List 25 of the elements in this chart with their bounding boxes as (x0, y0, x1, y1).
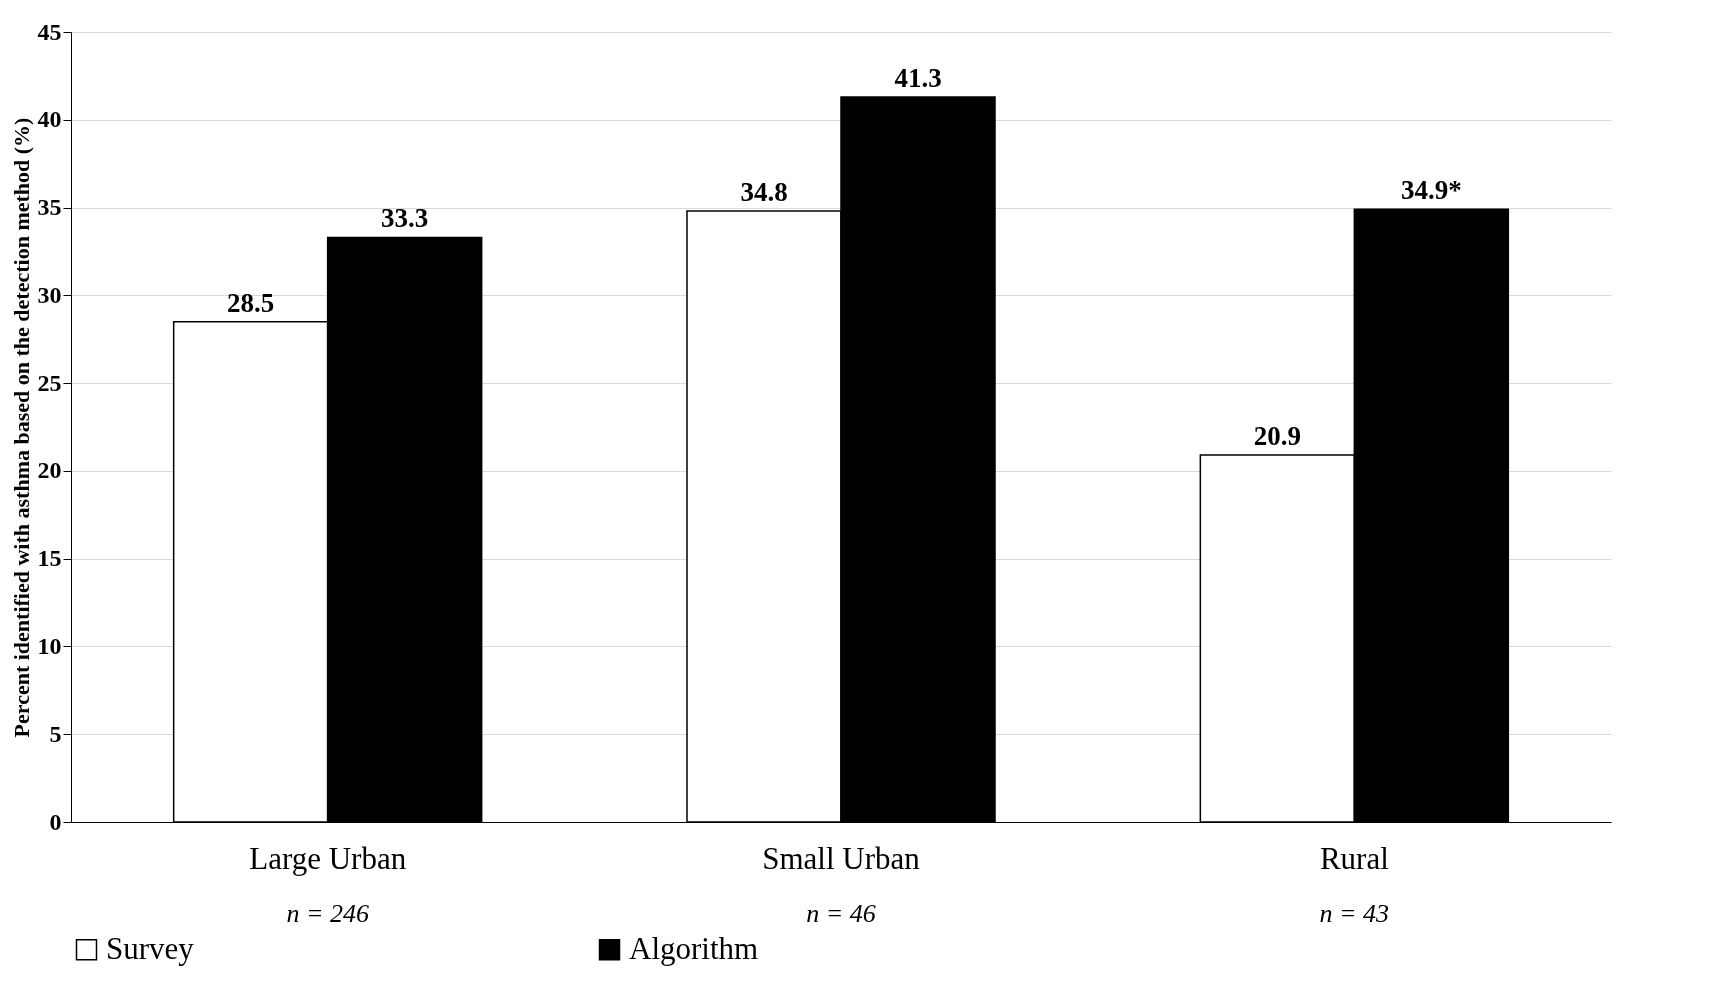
y-tick-label: 35 (37, 194, 62, 221)
data-label: 34.8 (740, 177, 788, 208)
data-label: 33.3 (381, 203, 429, 234)
legend-label: Survey (106, 930, 195, 966)
data-label: 28.5 (227, 287, 275, 318)
y-axis-title: Percent identified with asthma based on the detection method (%) (8, 117, 34, 738)
y-tick-label: 20 (37, 457, 62, 484)
text: n = 246 (286, 899, 369, 928)
y-tick-label: 0 (49, 808, 62, 835)
y-tick-label: 5 (49, 720, 62, 747)
legend-label: Algorithm (629, 930, 759, 966)
data-label: 34.9* (1400, 175, 1462, 206)
text: n = 43 (1319, 899, 1390, 928)
y-tick-label: 30 (37, 281, 62, 308)
y-tick-label: 15 (37, 545, 62, 572)
text: n = 46 (806, 899, 876, 928)
y-tick-label: 25 (37, 369, 62, 396)
data-label: 41.3 (894, 62, 942, 93)
y-tick-label: 45 (37, 18, 62, 45)
x-tick-label: Rural (1319, 840, 1389, 876)
x-tick-label: Small Urban (762, 840, 921, 876)
x-tick-label: Large Urban (249, 840, 407, 876)
data-label: 20.9 (1253, 421, 1301, 452)
y-tick-label: 40 (37, 106, 62, 133)
y-tick-label: 10 (37, 632, 62, 659)
